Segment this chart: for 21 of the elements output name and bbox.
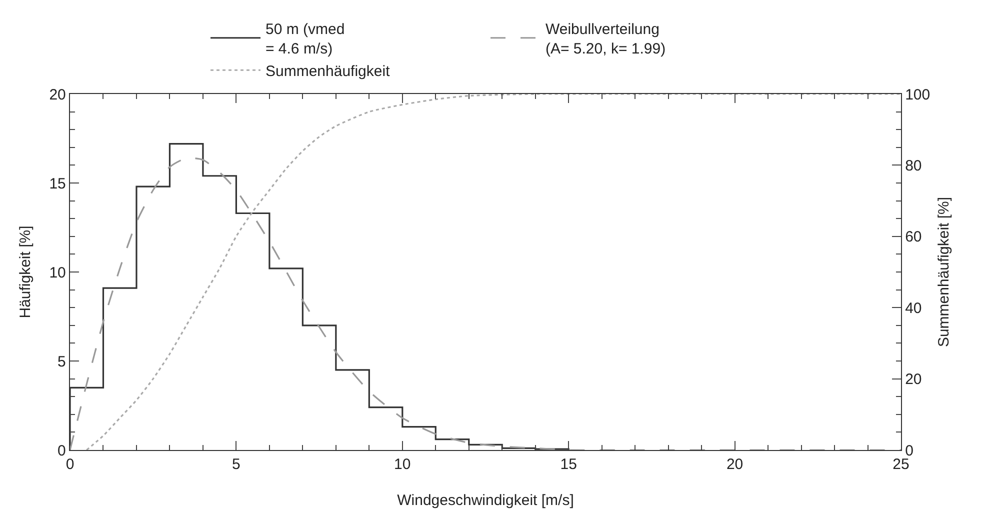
y2-tick-label: 40 [905,300,922,317]
x-tick-label: 15 [560,456,577,474]
y2-axis-title: Summenhäufigkeit [%] [936,196,953,348]
y-tick-label: 15 [49,175,66,192]
legend-label: Summenhäufigkeit [266,62,391,80]
y-tick-label: 5 [58,353,66,370]
y-tick-label: 0 [58,442,66,460]
y2-tick-label: 60 [905,228,922,246]
x-axis-title: Windgeschwindigkeit [m/s] [397,492,574,510]
y-tick-label: 10 [49,264,66,282]
x-tick-label: 20 [726,456,744,474]
y-tick-label: 20 [49,86,66,104]
legend-label: 50 m (vmed = 4.6 m/s) [266,20,345,58]
y2-tick-label: 80 [905,157,922,174]
x-tick-label: 10 [394,456,411,474]
legend-label: Weibullverteilung (A= 5.20, k= 1.99) [546,20,666,58]
y2-tick-label: 20 [905,371,922,388]
line-series [86,94,901,450]
y-axis-title: Häufigkeit [%] [16,226,34,318]
x-tick-label: 5 [232,456,240,474]
y2-tick-label: 100 [905,86,930,104]
